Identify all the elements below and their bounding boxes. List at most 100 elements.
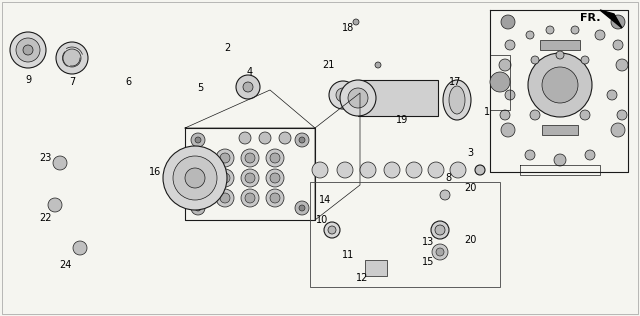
- Circle shape: [475, 165, 485, 175]
- Circle shape: [328, 226, 336, 234]
- Circle shape: [585, 150, 595, 160]
- Circle shape: [173, 156, 217, 200]
- Circle shape: [63, 49, 81, 67]
- Circle shape: [48, 198, 62, 212]
- Text: 17: 17: [449, 77, 461, 87]
- Text: 10: 10: [316, 215, 328, 225]
- Circle shape: [613, 40, 623, 50]
- Bar: [310, 182, 500, 287]
- Circle shape: [353, 19, 359, 25]
- Circle shape: [336, 88, 350, 102]
- Text: 19: 19: [396, 115, 408, 125]
- Circle shape: [220, 153, 230, 163]
- Circle shape: [505, 90, 515, 100]
- Text: 20: 20: [464, 183, 476, 193]
- Circle shape: [241, 169, 259, 187]
- Circle shape: [295, 133, 309, 147]
- Circle shape: [266, 169, 284, 187]
- Circle shape: [440, 190, 450, 200]
- Bar: [540, 40, 580, 50]
- Circle shape: [436, 248, 444, 256]
- Circle shape: [490, 72, 510, 92]
- Text: 15: 15: [422, 257, 434, 267]
- Circle shape: [270, 153, 280, 163]
- Bar: [358, 80, 438, 116]
- Circle shape: [243, 82, 253, 92]
- Circle shape: [595, 30, 605, 40]
- Circle shape: [580, 110, 590, 120]
- Circle shape: [528, 53, 592, 117]
- Circle shape: [501, 123, 515, 137]
- Circle shape: [220, 193, 230, 203]
- Circle shape: [195, 205, 201, 211]
- Circle shape: [239, 132, 251, 144]
- Polygon shape: [490, 10, 628, 172]
- Circle shape: [270, 193, 280, 203]
- Circle shape: [16, 38, 40, 62]
- Circle shape: [312, 162, 328, 178]
- Circle shape: [73, 241, 87, 255]
- Circle shape: [195, 137, 201, 143]
- Polygon shape: [185, 90, 315, 128]
- Text: 2: 2: [224, 43, 230, 53]
- Text: 12: 12: [356, 273, 368, 283]
- Circle shape: [542, 67, 578, 103]
- Circle shape: [611, 123, 625, 137]
- Circle shape: [530, 110, 540, 120]
- Text: 5: 5: [197, 83, 203, 93]
- Circle shape: [216, 149, 234, 167]
- Circle shape: [431, 221, 449, 239]
- Circle shape: [56, 42, 88, 74]
- Circle shape: [279, 132, 291, 144]
- Circle shape: [525, 150, 535, 160]
- Circle shape: [191, 133, 205, 147]
- Text: 1: 1: [484, 107, 490, 117]
- Circle shape: [163, 146, 227, 210]
- Circle shape: [10, 32, 46, 68]
- Circle shape: [607, 90, 617, 100]
- Circle shape: [241, 149, 259, 167]
- Circle shape: [384, 162, 400, 178]
- Circle shape: [435, 225, 445, 235]
- Circle shape: [556, 51, 564, 59]
- Circle shape: [220, 173, 230, 183]
- Text: 13: 13: [422, 237, 434, 247]
- Text: 16: 16: [149, 167, 161, 177]
- Circle shape: [432, 244, 448, 260]
- Circle shape: [299, 205, 305, 211]
- Circle shape: [241, 189, 259, 207]
- Circle shape: [526, 31, 534, 39]
- Circle shape: [185, 168, 205, 188]
- Circle shape: [259, 132, 271, 144]
- Circle shape: [216, 169, 234, 187]
- Circle shape: [501, 15, 515, 29]
- Circle shape: [245, 173, 255, 183]
- Text: 9: 9: [25, 75, 31, 85]
- Text: 20: 20: [464, 235, 476, 245]
- Text: 7: 7: [69, 77, 75, 87]
- Circle shape: [191, 201, 205, 215]
- Circle shape: [571, 26, 579, 34]
- Circle shape: [216, 189, 234, 207]
- Circle shape: [270, 173, 280, 183]
- Polygon shape: [490, 55, 510, 110]
- Circle shape: [450, 162, 466, 178]
- Text: FR.: FR.: [580, 13, 600, 23]
- Polygon shape: [600, 10, 622, 28]
- Circle shape: [348, 88, 368, 108]
- Bar: [365, 260, 387, 276]
- Circle shape: [23, 45, 33, 55]
- Circle shape: [266, 189, 284, 207]
- Circle shape: [324, 222, 340, 238]
- Circle shape: [581, 56, 589, 64]
- Circle shape: [428, 162, 444, 178]
- Circle shape: [295, 201, 309, 215]
- Circle shape: [53, 156, 67, 170]
- Circle shape: [616, 59, 628, 71]
- Text: 18: 18: [342, 23, 354, 33]
- Bar: [542, 125, 578, 135]
- Circle shape: [375, 62, 381, 68]
- Circle shape: [337, 162, 353, 178]
- Circle shape: [531, 56, 539, 64]
- Circle shape: [554, 154, 566, 166]
